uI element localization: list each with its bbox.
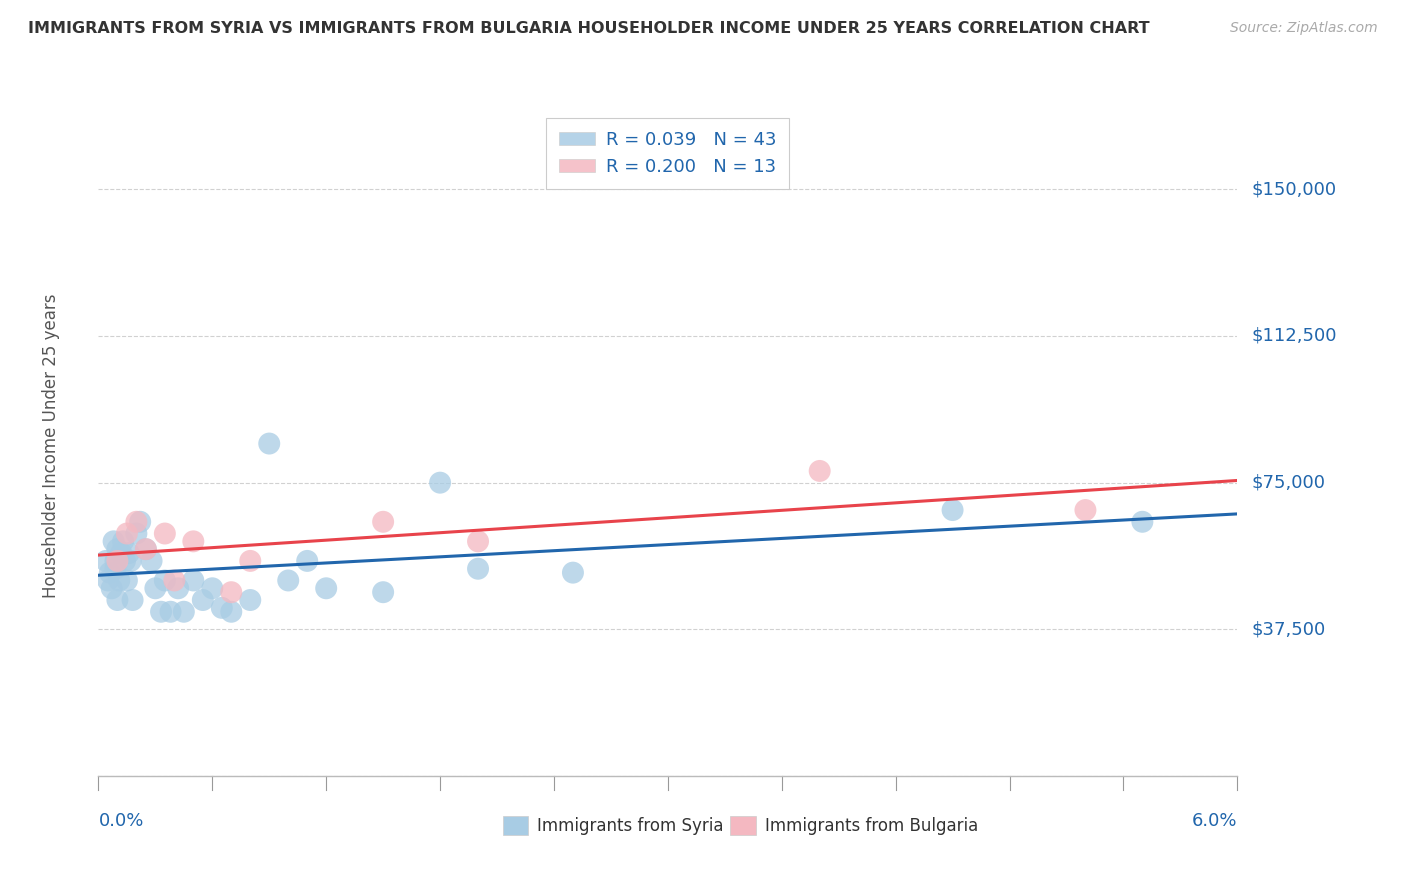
FancyBboxPatch shape <box>731 816 755 835</box>
Text: $75,000: $75,000 <box>1251 474 1326 491</box>
Point <box>135 542 157 557</box>
Point <box>129 515 152 529</box>
Text: $112,500: $112,500 <box>1251 327 1337 345</box>
Text: 6.0%: 6.0% <box>1192 813 1237 830</box>
Point <box>121 593 143 607</box>
Point <box>141 554 163 568</box>
Point <box>135 542 157 557</box>
Text: $37,500: $37,500 <box>1251 620 1326 639</box>
Point <box>125 515 148 529</box>
Point <box>150 605 173 619</box>
Point <box>219 605 243 619</box>
Point <box>315 582 337 596</box>
Point <box>94 554 117 568</box>
Point <box>371 515 394 529</box>
Point <box>211 600 233 615</box>
Point <box>163 574 186 588</box>
Point <box>371 585 394 599</box>
Point <box>191 593 214 607</box>
Point <box>145 582 166 596</box>
Point <box>107 554 129 568</box>
Point <box>115 526 138 541</box>
Point <box>108 574 131 588</box>
Point <box>1074 503 1097 517</box>
Point <box>118 546 141 560</box>
Point <box>277 574 299 588</box>
Point <box>153 526 176 541</box>
Point <box>429 475 451 490</box>
Legend: R = 0.039   N = 43, R = 0.200   N = 13: R = 0.039 N = 43, R = 0.200 N = 13 <box>547 119 789 189</box>
FancyBboxPatch shape <box>503 816 527 835</box>
Point <box>104 554 127 568</box>
Point <box>259 436 281 450</box>
Text: Immigrants from Bulgaria: Immigrants from Bulgaria <box>765 816 979 835</box>
Point <box>1130 515 1153 529</box>
Point <box>239 554 262 568</box>
Text: Immigrants from Syria: Immigrants from Syria <box>537 816 723 835</box>
Point <box>104 562 127 576</box>
Point <box>107 542 129 557</box>
Text: $150,000: $150,000 <box>1251 180 1336 198</box>
Point <box>107 593 129 607</box>
Point <box>98 566 121 580</box>
Point <box>100 582 122 596</box>
Point <box>110 546 132 560</box>
Point <box>97 574 120 588</box>
Point <box>297 554 319 568</box>
Point <box>167 582 190 596</box>
Point <box>183 534 205 549</box>
Point <box>467 562 489 576</box>
Point <box>467 534 489 549</box>
Point <box>173 605 195 619</box>
Text: 0.0%: 0.0% <box>98 813 143 830</box>
Point <box>112 534 135 549</box>
Point <box>808 464 831 478</box>
Point <box>942 503 965 517</box>
Point <box>239 593 262 607</box>
Text: Householder Income Under 25 years: Householder Income Under 25 years <box>42 293 59 599</box>
Text: Source: ZipAtlas.com: Source: ZipAtlas.com <box>1230 21 1378 35</box>
Text: IMMIGRANTS FROM SYRIA VS IMMIGRANTS FROM BULGARIA HOUSEHOLDER INCOME UNDER 25 YE: IMMIGRANTS FROM SYRIA VS IMMIGRANTS FROM… <box>28 21 1150 36</box>
Point <box>159 605 181 619</box>
Point <box>125 526 148 541</box>
Point <box>103 534 125 549</box>
Point <box>114 554 136 568</box>
Point <box>153 574 176 588</box>
Point <box>201 582 224 596</box>
Point <box>219 585 243 599</box>
Point <box>115 574 138 588</box>
Point <box>561 566 585 580</box>
Point <box>183 574 205 588</box>
Point <box>120 554 142 568</box>
